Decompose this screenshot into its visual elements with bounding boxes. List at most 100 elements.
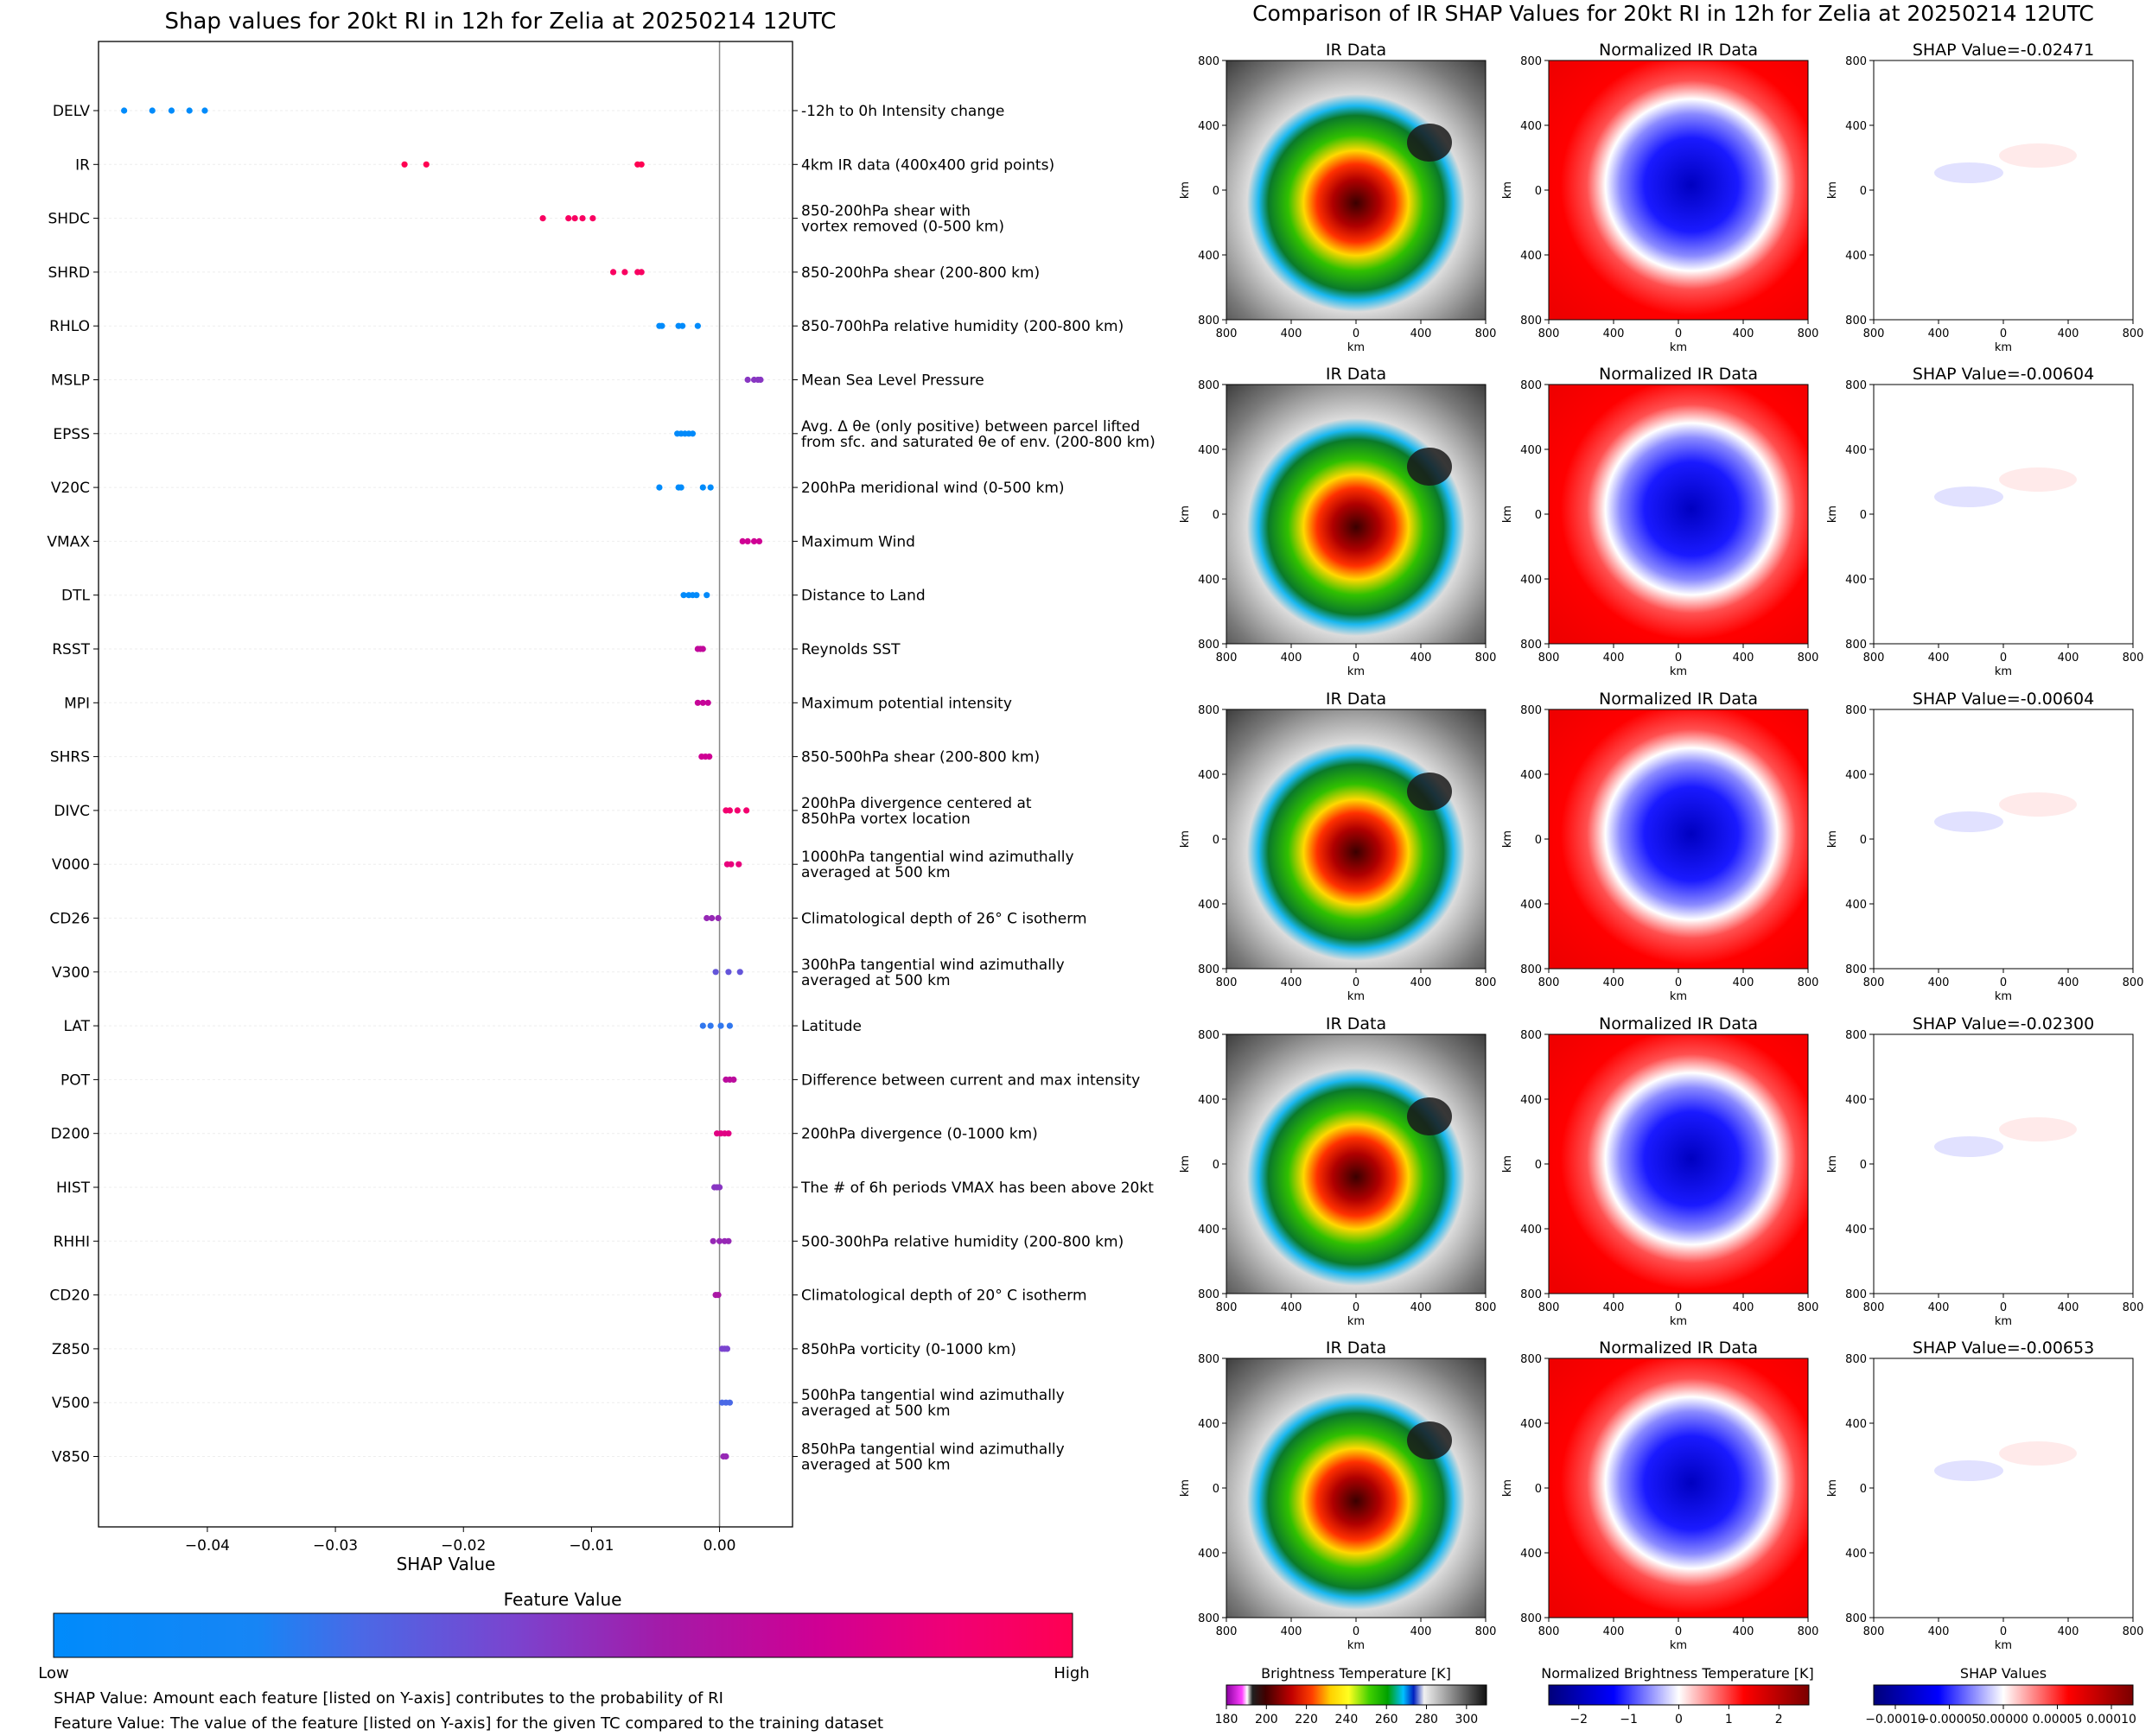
panel-y-tick-label: 400 bbox=[1198, 444, 1219, 457]
normalized-ir-panel-title: Normalized IR Data bbox=[1599, 690, 1758, 709]
panel-x-tick-label: 400 bbox=[1733, 327, 1754, 340]
shap-point bbox=[678, 484, 684, 491]
shap-point bbox=[709, 914, 716, 922]
panel-x-tick-label: 800 bbox=[1216, 327, 1238, 340]
shap-point bbox=[723, 1453, 729, 1460]
feature-label: DTL bbox=[61, 588, 90, 605]
panel-y-tick-label: 800 bbox=[1520, 1029, 1542, 1042]
panel-y-tick-label: 400 bbox=[1198, 1418, 1219, 1431]
normalized-ir-panel: Normalized IR Data8008004004000040040080… bbox=[1501, 1339, 1818, 1652]
panel-y-label: km bbox=[1179, 506, 1192, 523]
feature-description-line: 500-300hPa relative humidity (200-800 km… bbox=[801, 1233, 1124, 1250]
panel-x-tick-label: 800 bbox=[1475, 1301, 1497, 1314]
ir-cloud-core bbox=[1407, 1097, 1452, 1135]
colorbar-low-label: Low bbox=[38, 1664, 68, 1682]
shap-ir-panel: SHAP Value=-0.02471800800400400004004008… bbox=[1826, 41, 2143, 354]
panel-x-tick-label: 0 bbox=[1675, 327, 1682, 340]
feature-description-line: 300hPa tangential wind azimuthally bbox=[801, 957, 1065, 974]
panel-y-label: km bbox=[1826, 181, 1839, 199]
panel-x-tick-label: 0 bbox=[1353, 1625, 1359, 1638]
ir-cloud-core bbox=[1407, 1421, 1452, 1459]
panel-y-tick-label: 400 bbox=[1520, 574, 1542, 587]
shap-point bbox=[725, 1237, 732, 1244]
panel-x-tick-label: 400 bbox=[1928, 976, 1950, 989]
panel-y-tick-label: 800 bbox=[1198, 1288, 1219, 1301]
shap-point bbox=[694, 322, 701, 329]
ir-comparison-title: Comparison of IR SHAP Values for 20kt RI… bbox=[1252, 1, 2094, 26]
panel-x-tick-label: 0 bbox=[2000, 652, 2007, 665]
panel-y-tick-label: 800 bbox=[1845, 1612, 1867, 1625]
feature-label: CD26 bbox=[49, 911, 90, 928]
panel-y-tick-label: 0 bbox=[1213, 509, 1219, 522]
panel-y-tick-label: 800 bbox=[1198, 1029, 1219, 1042]
x-ticks: −0.04 −0.03 −0.02 −0.01 0.00 bbox=[185, 1527, 735, 1555]
panel-y-tick-label: 800 bbox=[1520, 639, 1542, 652]
shap-point bbox=[423, 161, 430, 168]
normalized-ir-image bbox=[1548, 1358, 1809, 1618]
ir-cloud-core bbox=[1407, 448, 1452, 486]
panel-y-tick-label: 0 bbox=[1213, 185, 1219, 198]
panel-y-label: km bbox=[1501, 506, 1514, 523]
panel-x-tick-label: 0 bbox=[1353, 976, 1359, 989]
panel-x-tick-label: 400 bbox=[1410, 1301, 1432, 1314]
normalized-ir-panel-title: Normalized IR Data bbox=[1599, 1014, 1758, 1033]
feature-label: RSST bbox=[52, 641, 90, 658]
shap-point bbox=[723, 1345, 731, 1352]
shap-point bbox=[744, 376, 751, 384]
feature-value-colorbar-title: Feature Value bbox=[504, 1589, 622, 1610]
panel-x-tick-label: 0 bbox=[1675, 1301, 1682, 1314]
feature-description-line: 850-500hPa shear (200-800 km) bbox=[801, 749, 1040, 766]
feature-label: SHRD bbox=[48, 264, 90, 282]
normalized-ir-image bbox=[1548, 60, 1809, 321]
shap-blue-patch bbox=[1934, 486, 2003, 507]
feature-description-line: from sfc. and saturated θe of env. (200-… bbox=[801, 434, 1156, 451]
shap-point bbox=[704, 914, 710, 922]
ir-data-panel-title: IR Data bbox=[1326, 1014, 1386, 1033]
colorbar-tick-label: −0.00010 bbox=[1865, 1713, 1926, 1726]
feature-description-line: 4km IR data (400x400 grid points) bbox=[801, 156, 1054, 174]
shap-point bbox=[659, 322, 665, 329]
normalized-temp-colorbar bbox=[1548, 1684, 1810, 1706]
feature-description-line: Mean Sea Level Pressure bbox=[801, 372, 984, 390]
panel-x-tick-label: 0 bbox=[1353, 327, 1359, 340]
feature-description-line: Maximum Wind bbox=[801, 533, 915, 550]
shap-point bbox=[609, 269, 617, 276]
shap-values-colorbar bbox=[1873, 1684, 2134, 1706]
panel-x-label: km bbox=[1995, 1315, 2012, 1328]
panel-x-tick-label: 800 bbox=[1538, 1301, 1560, 1314]
shap-point bbox=[706, 754, 713, 760]
panel-x-label: km bbox=[1995, 665, 2012, 678]
panel-y-label: km bbox=[1501, 1479, 1514, 1497]
panel-x-tick-label: 800 bbox=[2123, 1625, 2144, 1638]
panel-y-label: km bbox=[1826, 830, 1839, 848]
panel-x-label: km bbox=[1670, 1315, 1687, 1328]
panel-x-tick-label: 800 bbox=[1863, 1625, 1885, 1638]
panel-y-tick-label: 800 bbox=[1845, 1288, 1867, 1301]
panel-y-label: km bbox=[1501, 1155, 1514, 1173]
feature-description-line: averaged at 500 km bbox=[801, 1457, 951, 1474]
shap-point bbox=[201, 107, 208, 114]
feature-label: EPSS bbox=[53, 426, 90, 443]
feature-description-line: 200hPa meridional wind (0-500 km) bbox=[801, 480, 1065, 497]
shap-point bbox=[739, 537, 746, 545]
feature-label: RHLO bbox=[49, 318, 90, 335]
feature-label: MSLP bbox=[51, 372, 90, 390]
panel-y-tick-label: 0 bbox=[1860, 185, 1867, 198]
colorbar-tick-label: 300 bbox=[1455, 1713, 1478, 1726]
shap-points bbox=[121, 107, 764, 1460]
shap-point bbox=[699, 484, 706, 491]
feature-label: DELV bbox=[53, 103, 90, 120]
panel-y-label: km bbox=[1501, 181, 1514, 199]
shap-point bbox=[656, 484, 663, 491]
panel-x-tick-label: 800 bbox=[1538, 1625, 1560, 1638]
panel-y-tick-label: 800 bbox=[1198, 379, 1219, 392]
normalized-temp-colorbar-title: Normalized Brightness Temperature [K] bbox=[1541, 1665, 1814, 1682]
panel-y-tick-label: 800 bbox=[1845, 379, 1867, 392]
brightness-temp-colorbar-group: Brightness Temperature [K] 180 200 220 240 2… bbox=[1215, 1665, 1487, 1726]
panel-y-tick-label: 400 bbox=[1520, 769, 1542, 782]
panel-x-label: km bbox=[1995, 990, 2012, 1003]
